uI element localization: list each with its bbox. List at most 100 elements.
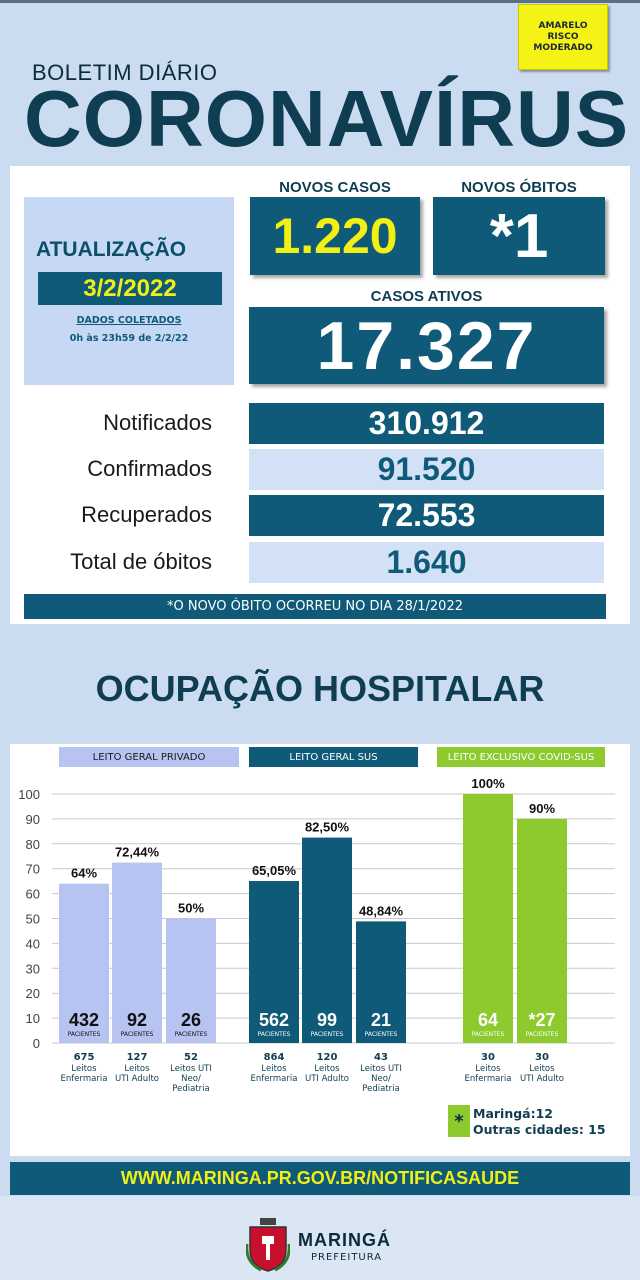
recovered-value: 72.553: [249, 495, 604, 536]
bar-beds-desc: UTI Adulto: [520, 1074, 564, 1084]
legend-other-cities: Outras cidades: 15: [473, 1122, 606, 1137]
bar-beds-count: 864: [264, 1052, 285, 1063]
bar-percent-label: 100%: [471, 776, 505, 791]
bar-beds-count: 675: [74, 1052, 95, 1063]
bar-percent-label: 90%: [529, 801, 555, 816]
bar-patients-count: 99: [317, 1010, 337, 1030]
y-tick-label: 60: [26, 887, 40, 902]
y-tick-label: 20: [26, 986, 40, 1001]
bar-beds-desc: Enfermaria: [61, 1074, 108, 1084]
bar-patients-label: PACIENTES: [311, 1031, 344, 1038]
bar-beds-count: 43: [374, 1052, 388, 1063]
new-cases-value: 1.220: [272, 208, 398, 264]
top-border: [0, 0, 640, 3]
notified-value: 310.912: [249, 403, 604, 444]
footer-org: PREFEITURA: [311, 1252, 383, 1263]
death-note: *O NOVO ÓBITO OCORREU NO DIA 28/1/2022: [24, 594, 606, 619]
bar-beds-desc: Leitos: [124, 1064, 150, 1074]
bar-percent-label: 50%: [178, 901, 204, 916]
bar-patients-count: 562: [259, 1010, 289, 1030]
bar-patients-count: 26: [181, 1010, 201, 1030]
bar-percent-label: 48,84%: [359, 903, 404, 918]
bar-beds-desc: Neo/: [371, 1074, 391, 1084]
collected-label: DADOS COLETADOS: [76, 315, 182, 326]
bar-patients-label: PACIENTES: [68, 1031, 101, 1038]
group-header-covid: LEITO EXCLUSIVO COVID-SUS: [437, 747, 605, 767]
confirmed-value: 91.520: [249, 449, 604, 490]
legend-marker: *: [448, 1105, 470, 1137]
y-tick-label: 90: [26, 812, 40, 827]
city-crest-icon: [246, 1218, 290, 1272]
bar-percent-label: 65,05%: [252, 863, 297, 878]
bar: [166, 918, 216, 1043]
bar-beds-desc: Leitos UTI: [170, 1064, 212, 1074]
new-deaths-label: NOVOS ÓBITOS: [461, 179, 577, 196]
risk-line-2: RISCO: [547, 31, 579, 42]
bar-beds-count: 127: [127, 1052, 148, 1063]
recovered-label: Recuperados: [81, 502, 212, 527]
bar-beds-desc: Enfermaria: [465, 1074, 512, 1084]
bar: [356, 921, 406, 1043]
update-date: 3/2/2022: [83, 274, 177, 302]
collected-range: 0h às 23h59 de 2/2/22: [69, 333, 189, 344]
bar-beds-count: 30: [481, 1052, 495, 1063]
new-deaths-value: *1: [489, 201, 549, 271]
y-tick-label: 0: [33, 1036, 40, 1051]
bulletin-subtitle: BOLETIM DIÁRIO: [32, 60, 218, 85]
y-tick-label: 40: [26, 936, 40, 951]
footer-city: MARINGÁ: [298, 1230, 391, 1250]
bar-beds-desc: Leitos: [71, 1064, 97, 1074]
bar-percent-label: 72,44%: [115, 845, 160, 860]
bar-beds-count: 120: [317, 1052, 338, 1063]
bar-patients-label: PACIENTES: [121, 1031, 154, 1038]
bar-beds-desc: Enfermaria: [251, 1074, 298, 1084]
notification-url[interactable]: WWW.MARINGA.PR.GOV.BR/NOTIFICASAUDE: [10, 1162, 630, 1195]
bar-patients-label: PACIENTES: [472, 1031, 505, 1038]
occupancy-bar-chart: 010203040506070809010064%432PACIENTES675…: [18, 776, 615, 1094]
bar-patients-count: *27: [528, 1010, 555, 1030]
bar-patients-label: PACIENTES: [365, 1031, 398, 1038]
bar-patients-label: PACIENTES: [175, 1031, 208, 1038]
new-cases-label: NOVOS CASOS: [279, 179, 391, 196]
bar-patients-label: PACIENTES: [258, 1031, 291, 1038]
new-cases-box: 1.220: [250, 197, 420, 275]
confirmed-label: Confirmados: [87, 456, 212, 481]
bar-beds-desc: UTI Adulto: [115, 1074, 159, 1084]
group-header-private: LEITO GERAL PRIVADO: [59, 747, 239, 767]
active-cases-value: 17.327: [316, 307, 537, 384]
footer: [0, 1196, 640, 1280]
bar: [112, 862, 162, 1043]
bar: [59, 883, 109, 1043]
update-date-box: 3/2/2022: [38, 272, 222, 305]
notified-label: Notificados: [103, 410, 212, 435]
y-tick-label: 100: [18, 787, 40, 802]
bar-percent-label: 64%: [71, 866, 97, 881]
risk-level-badge: AMARELO RISCO MODERADO: [518, 4, 608, 70]
bar-patients-count: 21: [371, 1010, 391, 1030]
bar-beds-desc: Neo/: [181, 1074, 201, 1084]
bar-beds-desc: UTI Adulto: [305, 1074, 349, 1084]
bar-beds-desc: Leitos: [475, 1064, 501, 1074]
y-tick-label: 50: [26, 912, 40, 927]
update-label: ATUALIZAÇÃO: [36, 238, 187, 261]
bar-beds-desc: Leitos: [529, 1064, 555, 1074]
bar-beds-desc: Pediatria: [362, 1084, 399, 1094]
page-title: CORONAVÍRUS: [24, 74, 630, 163]
active-cases-box: 17.327: [249, 307, 604, 384]
bar-patients-count: 92: [127, 1010, 147, 1030]
risk-line-3: MODERADO: [533, 42, 593, 53]
bar: [249, 881, 299, 1043]
total-deaths-label: Total de óbitos: [70, 549, 212, 574]
y-tick-label: 70: [26, 862, 40, 877]
bar-patients-label: PACIENTES: [526, 1031, 559, 1038]
bar-beds-desc: Leitos: [314, 1064, 340, 1074]
hospital-occupancy-title: OCUPAÇÃO HOSPITALAR: [95, 668, 545, 709]
bar-beds-desc: Pediatria: [172, 1084, 209, 1094]
active-cases-label: CASOS ATIVOS: [370, 288, 483, 305]
new-deaths-box: *1: [433, 197, 605, 275]
bar-beds-desc: Leitos UTI: [360, 1064, 402, 1074]
bar-beds-count: 52: [184, 1052, 198, 1063]
bar: [517, 818, 567, 1043]
group-header-sus: LEITO GERAL SUS: [249, 747, 418, 767]
bar-patients-count: 432: [69, 1010, 99, 1030]
